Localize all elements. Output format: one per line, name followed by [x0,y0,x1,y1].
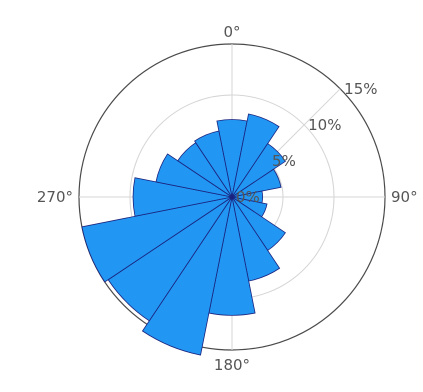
bar-sector-2 [231,143,286,198]
angular-tick-label: 0° [223,23,240,41]
axis-layer: 0% 5% 10%15% 0° 90° 180° 270° [37,23,418,374]
radial-tick-label: 10% [308,116,341,134]
bar-sector-12 [132,177,233,217]
angular-tick-label: 180° [214,356,250,374]
angular-tick-label: 90° [391,188,418,206]
angular-tick-label: 270° [37,188,73,206]
bar-sector-13 [155,153,233,198]
bar-sector-3 [231,168,282,198]
bars-layer [81,113,286,356]
radial-tick-label: 5% [272,152,296,170]
bar-sector-9 [141,196,233,356]
radial-tick-label: 0% [236,188,260,206]
bar-sector-11 [81,196,233,283]
bar-sector-1 [231,113,280,198]
bar-sector-15 [194,130,233,198]
radial-tick-label: 15% [344,80,377,98]
